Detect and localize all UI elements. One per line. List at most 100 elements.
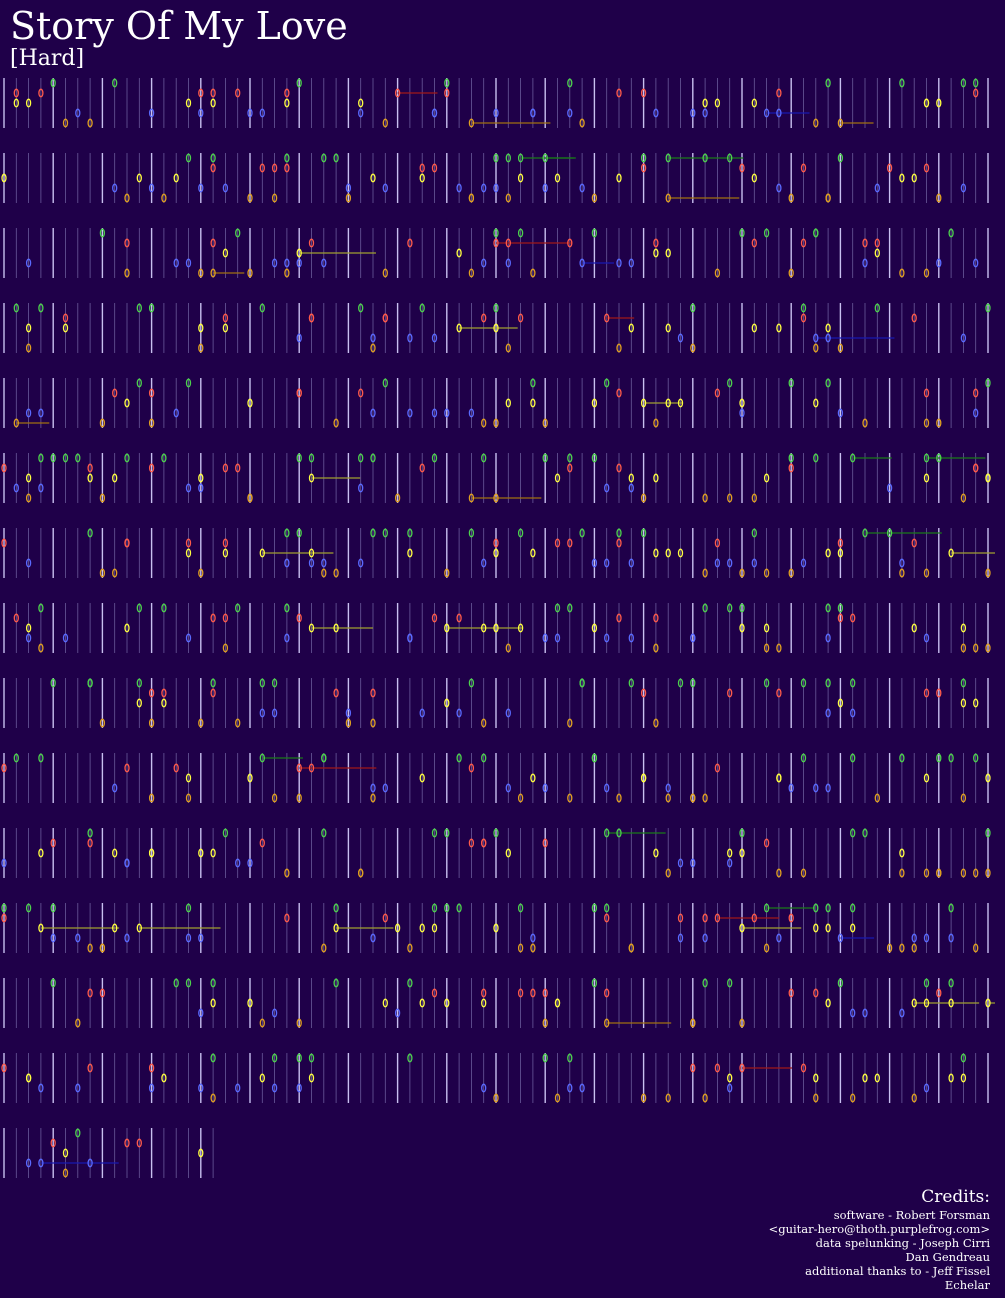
note [628, 633, 634, 643]
note [198, 848, 204, 858]
note [148, 463, 155, 473]
note [554, 473, 561, 483]
note [616, 828, 622, 838]
note [517, 173, 524, 183]
note [936, 193, 942, 203]
note [235, 603, 241, 613]
note [640, 773, 647, 783]
note [259, 678, 265, 688]
note [751, 913, 757, 923]
note [517, 153, 524, 163]
note [259, 548, 265, 558]
note [665, 323, 671, 333]
note [837, 408, 844, 418]
note [198, 1148, 204, 1158]
note [431, 828, 438, 838]
note [50, 1138, 56, 1148]
note [702, 913, 708, 923]
note [284, 153, 290, 163]
note [370, 333, 376, 343]
note [616, 538, 622, 548]
note [210, 238, 216, 248]
credits: Credits: software - Robert Forsman <guit… [769, 1186, 990, 1292]
note [788, 463, 794, 473]
note [800, 868, 807, 878]
note [640, 528, 647, 538]
note [616, 613, 622, 623]
note [751, 98, 757, 108]
note [973, 698, 979, 708]
note [973, 88, 979, 98]
note [468, 193, 475, 203]
note [198, 268, 204, 278]
note [899, 868, 905, 878]
note [616, 388, 622, 398]
note [136, 303, 142, 313]
note [185, 978, 192, 988]
note [308, 558, 315, 568]
note [394, 923, 401, 933]
note [813, 903, 819, 913]
note [653, 473, 659, 483]
note [714, 913, 721, 923]
note [665, 1093, 671, 1103]
note [579, 528, 585, 538]
note [616, 793, 622, 803]
note [1, 538, 7, 548]
note [87, 1158, 93, 1168]
credits-heading: Credits: [921, 1187, 990, 1207]
note [308, 548, 315, 558]
note [173, 258, 179, 268]
note [284, 528, 290, 538]
note [124, 238, 130, 248]
note [235, 718, 241, 728]
note [813, 783, 819, 793]
note [616, 258, 622, 268]
note [136, 678, 142, 688]
note [38, 848, 44, 858]
note [911, 313, 917, 323]
note [50, 78, 56, 88]
note [468, 408, 475, 418]
note [800, 678, 807, 688]
credit-line: <guitar-hero@thoth.purplefrog.com> [768, 1222, 990, 1236]
note [677, 333, 684, 343]
note [727, 1083, 733, 1093]
note [751, 238, 757, 248]
note [505, 708, 511, 718]
note [321, 828, 327, 838]
note [640, 398, 647, 408]
note [837, 933, 844, 943]
note [25, 558, 32, 568]
note [862, 1073, 868, 1083]
note [763, 903, 770, 913]
note [308, 763, 315, 773]
note [136, 603, 142, 613]
note [284, 268, 290, 278]
note [800, 313, 807, 323]
note [296, 1053, 302, 1063]
note [591, 193, 598, 203]
note [751, 558, 757, 568]
note [985, 643, 991, 653]
note [99, 568, 106, 578]
note [973, 463, 979, 473]
note [112, 568, 118, 578]
note [714, 388, 721, 398]
note [75, 1018, 81, 1028]
note [763, 623, 770, 633]
note [308, 623, 315, 633]
note [456, 613, 462, 623]
note [653, 848, 659, 858]
note [517, 793, 524, 803]
note [505, 398, 511, 408]
note [493, 538, 499, 548]
note [727, 688, 733, 698]
note [247, 193, 253, 203]
note [702, 568, 708, 578]
note [185, 153, 192, 163]
note [948, 548, 954, 558]
note [185, 98, 192, 108]
note [50, 678, 56, 688]
note [333, 903, 339, 913]
